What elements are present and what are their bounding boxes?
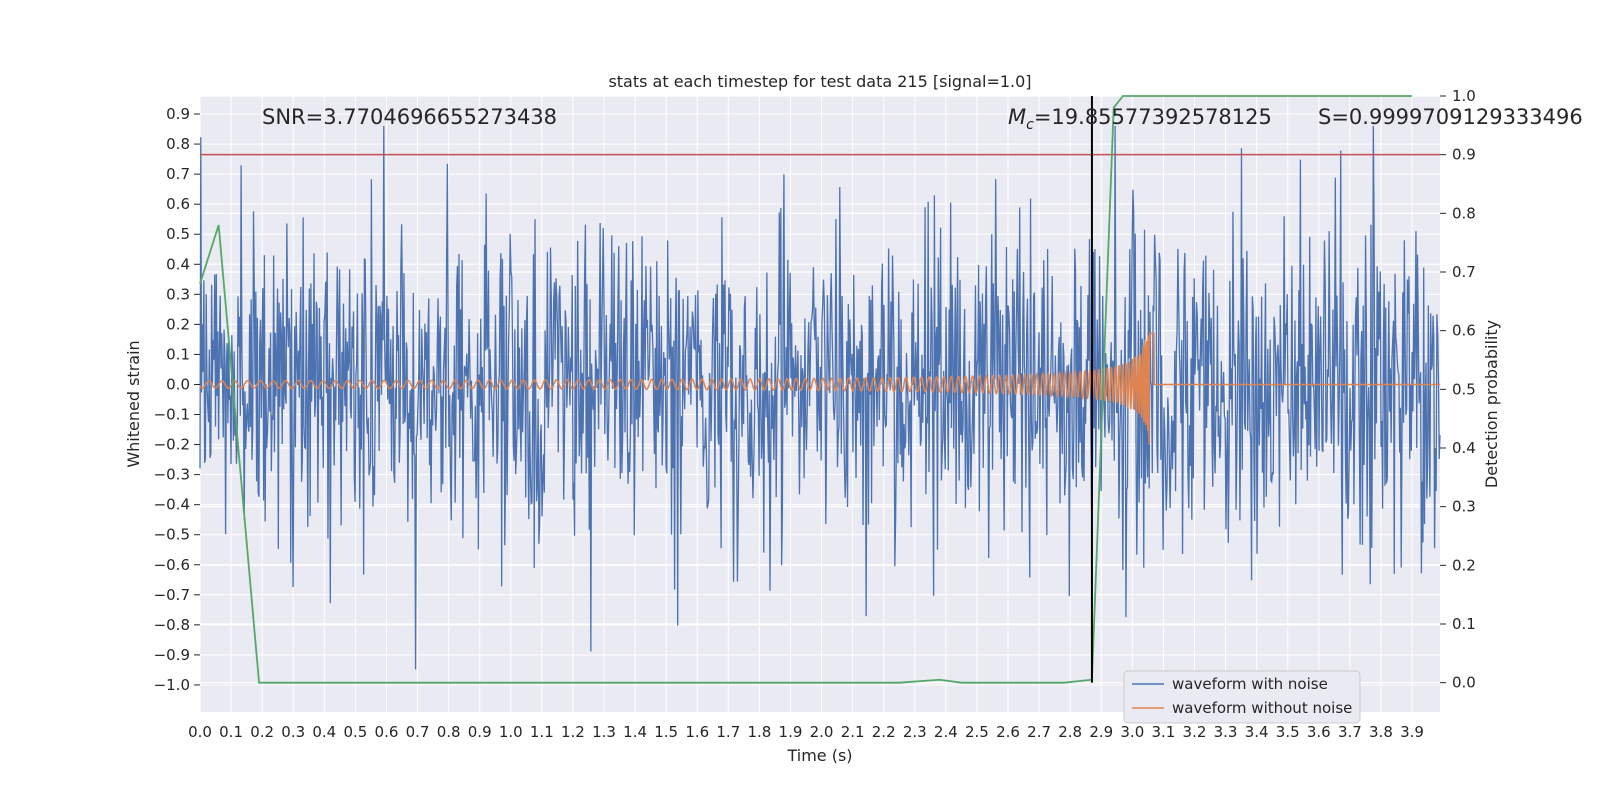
x-tick-label: 2.7 xyxy=(1027,723,1051,741)
x-tick-label: 0.1 xyxy=(219,723,243,741)
y2-tick-label: 0.0 xyxy=(1452,674,1476,692)
x-tick-label: 1.9 xyxy=(779,723,803,741)
x-tick-label: 1.2 xyxy=(561,723,585,741)
y-tick-label: 0.9 xyxy=(166,105,190,123)
y-tick-label: 0.1 xyxy=(166,345,190,363)
x-tick-label: 1.4 xyxy=(623,723,647,741)
x-tick-label: 1.5 xyxy=(654,723,678,741)
mc-annotation: Mc=19.85577392578125 xyxy=(1008,105,1272,133)
y-tick-label: 0.7 xyxy=(166,165,190,183)
series-detection-probability xyxy=(199,95,1413,684)
x-tick-label: 0.7 xyxy=(406,723,430,741)
legend: waveform with noise waveform without noi… xyxy=(1123,670,1361,724)
y2-tick-label: 0.8 xyxy=(1452,204,1476,222)
series-waveform-without-noise xyxy=(199,332,1440,445)
x-tick-label: 3.6 xyxy=(1307,723,1331,741)
y-tick-label: −0.5 xyxy=(154,526,190,544)
x-tick-label: 3.7 xyxy=(1338,723,1362,741)
y2-axis-label: Detection probability xyxy=(1482,320,1501,488)
x-tick-label: 2.8 xyxy=(1058,723,1082,741)
y-axis-label: Whitened strain xyxy=(124,340,143,467)
x-tick-label: 0.3 xyxy=(281,723,305,741)
waveform-with-noise-line xyxy=(199,126,1441,670)
legend-box xyxy=(1123,670,1361,724)
x-tick-label: 1.0 xyxy=(499,723,523,741)
y-tick-label: −0.3 xyxy=(154,466,190,484)
waveform-without-noise-line xyxy=(199,332,1440,445)
x-tick-label: 3.0 xyxy=(1120,723,1144,741)
x-tick-label: 0.2 xyxy=(250,723,274,741)
y-tick-label: −0.1 xyxy=(154,406,190,424)
x-tick-label: 1.1 xyxy=(530,723,554,741)
y-tick-label: 0.3 xyxy=(166,285,190,303)
y-tick-label: 0.6 xyxy=(166,195,190,213)
x-tick-label: 1.7 xyxy=(716,723,740,741)
y2-tick-label: 0.5 xyxy=(1452,380,1476,398)
chart-title: stats at each timestep for test data 215… xyxy=(608,72,1031,91)
x-tick-label: 2.9 xyxy=(1089,723,1113,741)
y-tick-label: −0.2 xyxy=(154,436,190,454)
y2-tick-label: 0.1 xyxy=(1452,615,1476,633)
x-tick-label: 3.2 xyxy=(1183,723,1207,741)
s-annotation: S=0.9999709129333496 xyxy=(1318,105,1583,129)
y-tick-label: −0.6 xyxy=(154,556,190,574)
y-tick-label: −0.4 xyxy=(154,496,190,514)
mc-subscript: c xyxy=(1026,117,1034,133)
x-tick-label: 0.9 xyxy=(468,723,492,741)
legend-label-clean: waveform without noise xyxy=(1172,699,1352,717)
mc-symbol: M xyxy=(1008,105,1026,129)
x-tick-label: 3.1 xyxy=(1151,723,1175,741)
x-tick-label: 2.1 xyxy=(841,723,865,741)
x-tick-label: 3.3 xyxy=(1214,723,1238,741)
y2-tick-label: 0.3 xyxy=(1452,498,1476,516)
y2-tick-label: 0.2 xyxy=(1452,556,1476,574)
y-tick-label: 0.8 xyxy=(166,135,190,153)
x-tick-label: 3.9 xyxy=(1400,723,1424,741)
x-tick-label: 1.8 xyxy=(747,723,771,741)
x-tick-label: 3.4 xyxy=(1245,723,1269,741)
y-tick-label: −0.8 xyxy=(154,616,190,634)
x-tick-label: 0.8 xyxy=(437,723,461,741)
y2-tick-label: 0.6 xyxy=(1452,322,1476,340)
mc-value: =19.85577392578125 xyxy=(1034,105,1272,129)
x-tick-label: 2.6 xyxy=(996,723,1020,741)
y-tick-label: 0.4 xyxy=(166,255,190,273)
x-axis-label: Time (s) xyxy=(786,746,852,765)
y2-tick-label: 0.4 xyxy=(1452,439,1476,457)
x-tick-label: 1.6 xyxy=(685,723,709,741)
y-tick-label: −1.0 xyxy=(154,676,190,694)
x-tick-label: 0.0 xyxy=(188,723,212,741)
x-tick-label: 3.5 xyxy=(1276,723,1300,741)
y-tick-label: −0.7 xyxy=(154,586,190,604)
y-tick-label: 0.2 xyxy=(166,315,190,333)
y2-tick-label: 0.9 xyxy=(1452,146,1476,164)
x-tick-label: 0.4 xyxy=(312,723,336,741)
x-tick-label: 0.6 xyxy=(375,723,399,741)
x-tick-label: 2.2 xyxy=(872,723,896,741)
series-waveform-with-noise xyxy=(199,126,1441,670)
x-tick-label: 2.5 xyxy=(965,723,989,741)
tick-labels: 0.0 0.1 0.2 0.3 0.4 0.5 0.6 0.7 0.8 0.9 1.0 1.1 1.2 1… xyxy=(154,87,1476,741)
y-tick-label: −0.9 xyxy=(154,646,190,664)
x-tick-label: 2.3 xyxy=(903,723,927,741)
snr-annotation: SNR=3.7704696655273438 xyxy=(262,105,557,129)
x-tick-label: 2.0 xyxy=(810,723,834,741)
x-tick-label: 1.3 xyxy=(592,723,616,741)
x-tick-label: 0.5 xyxy=(343,723,367,741)
y2-tick-label: 1.0 xyxy=(1452,87,1476,105)
y2-tick-label: 0.7 xyxy=(1452,263,1476,281)
legend-label-noise: waveform with noise xyxy=(1172,675,1328,693)
detection-probability-line xyxy=(199,95,1413,684)
x-tick-label: 2.4 xyxy=(934,723,958,741)
x-tick-label: 3.8 xyxy=(1369,723,1393,741)
y-tick-label: 0.0 xyxy=(166,375,190,393)
y-tick-label: 0.5 xyxy=(166,225,190,243)
